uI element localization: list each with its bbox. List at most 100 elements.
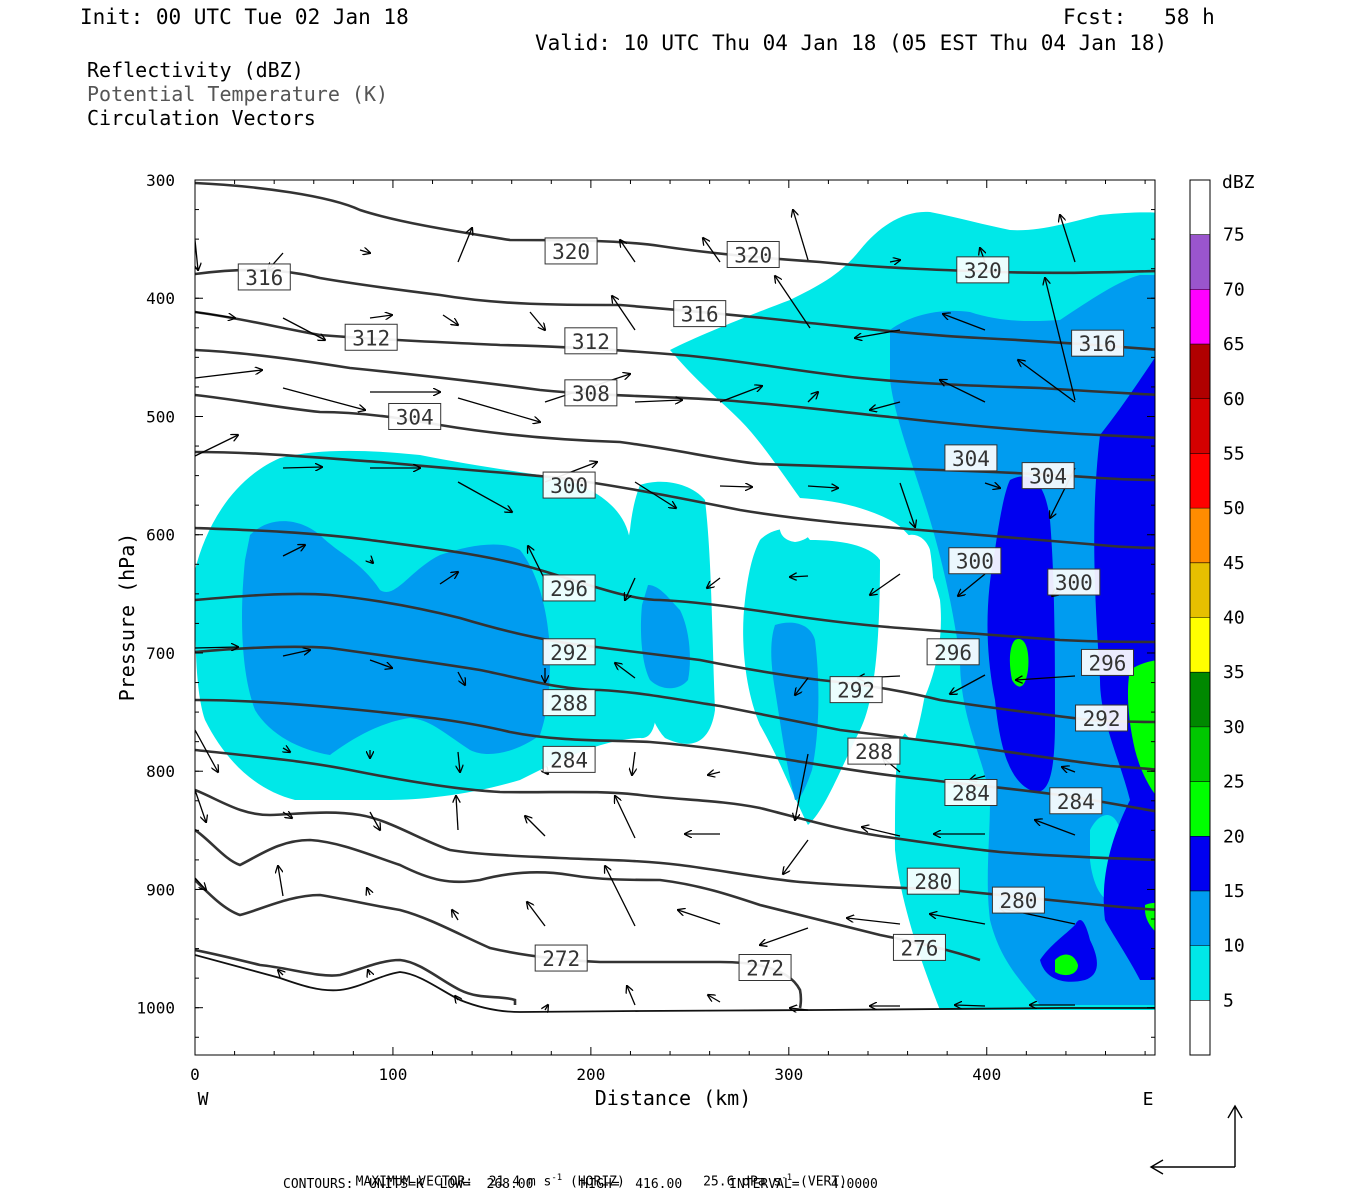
circulation-vector: [369, 811, 380, 830]
refl-10-col-b: [771, 622, 819, 800]
theta-label: 300: [956, 550, 994, 574]
circulation-vector: [529, 311, 545, 330]
theta-label: 320: [964, 259, 1002, 283]
theta-label: 292: [1083, 707, 1121, 731]
theta-label-box: [564, 327, 618, 355]
circulation-vector: [195, 647, 238, 648]
init-time: Init: 00 UTC Tue 02 Jan 18: [80, 5, 409, 29]
theta-label: 280: [914, 870, 952, 894]
theta-label: 300: [550, 474, 588, 498]
field-vectors: Circulation Vectors: [87, 106, 316, 130]
theta-line-284: [195, 698, 1155, 813]
circulation-vector: [545, 1005, 548, 1010]
theta-label: 304: [1029, 465, 1067, 489]
colorbar-swatch: [1190, 836, 1210, 891]
circulation-vector: [452, 910, 458, 921]
theta-label-box: [344, 323, 398, 351]
colorbar-swatch: [1190, 945, 1210, 1001]
colorbar-swatch: [1190, 726, 1210, 782]
reference-vector-icon: [1149, 1104, 1243, 1175]
horiz-tag: (HORIZ): [570, 1174, 625, 1190]
colorbar-swatch: [1190, 672, 1210, 727]
theta-label-box: [544, 237, 598, 265]
circulation-vector: [775, 276, 811, 329]
theta-label: 312: [352, 326, 390, 350]
circulation-vector: [795, 753, 809, 820]
colorbar-swatch: [1190, 781, 1210, 837]
theta-line-288: [195, 645, 1155, 771]
theta-label-box: [542, 745, 596, 773]
contour-info: CONTOURS: UNITS=K LOW= 268.00 HIGH= 416.…: [283, 1177, 878, 1192]
theta-line-surface: [195, 948, 517, 1005]
theta-label: 284: [952, 782, 990, 806]
colorbar-swatch: [1190, 398, 1210, 454]
circulation-vector: [627, 986, 636, 1006]
circulation-vector: [862, 827, 901, 837]
theta-label: 288: [855, 740, 893, 764]
theta-line-268: [195, 879, 803, 1009]
theta-label: 312: [572, 330, 610, 354]
theta-label-box: [237, 263, 291, 291]
circulation-vector: [1062, 767, 1076, 772]
theta-label-box: [991, 886, 1045, 914]
circulation-vector: [615, 663, 636, 679]
circulation-vector: [528, 546, 546, 581]
theta-label: 296: [1089, 651, 1127, 675]
x-tick-label: 100: [378, 1065, 407, 1084]
x-tick-labels: 0 100 200 300 400: [190, 1065, 1001, 1084]
theta-label: 296: [934, 641, 972, 665]
theta-label: 316: [681, 303, 719, 327]
theta-label: 316: [1079, 332, 1117, 356]
circulation-vector: [870, 573, 901, 595]
circulation-vector: [943, 314, 986, 331]
colorbar-label: 65: [1223, 334, 1245, 355]
theta-label-box: [542, 471, 596, 499]
theta-label: 284: [1057, 790, 1095, 814]
theta-label: 296: [550, 577, 588, 601]
colorbar-label: 75: [1223, 225, 1245, 246]
circulation-vector: [708, 995, 721, 1003]
x-tick-label: 300: [774, 1065, 803, 1084]
circulation-vector: [955, 1005, 986, 1006]
refl-15-south-blob: [1040, 920, 1097, 982]
circulation-vector: [282, 812, 292, 818]
circulation-vector: [368, 970, 370, 975]
theta-label-box: [673, 300, 727, 328]
colorbar-swatch: [1190, 344, 1210, 399]
circulation-vector: [790, 1008, 809, 1010]
theta-label-box: [1080, 648, 1134, 676]
x-axis-label: Distance (km): [595, 1086, 752, 1110]
circulation-vector: [195, 435, 238, 457]
x-end-label-east: E: [1143, 1089, 1154, 1110]
circulation-vector: [195, 729, 218, 772]
theta-label: 304: [396, 405, 434, 429]
circulation-vector: [457, 228, 472, 263]
circulation-vector: [458, 751, 460, 772]
circulation-vector: [282, 467, 322, 468]
theta-label-box: [542, 689, 596, 717]
circulation-vector: [707, 577, 721, 588]
circulation-vector: [899, 482, 915, 527]
colorbar-label: 5: [1223, 990, 1234, 1011]
y-tick-labels: 300 400 500 600 700 800 900 1000: [136, 171, 175, 1018]
theta-label: 300: [1055, 571, 1093, 595]
y-tick-label: 500: [146, 407, 175, 426]
field-reflectivity: Reflectivity (dBZ): [87, 58, 304, 82]
y-tick-label: 1000: [136, 999, 175, 1018]
theta-label-box: [564, 379, 618, 407]
circulation-vector: [1035, 820, 1076, 836]
x-tick-label: 0: [190, 1065, 200, 1084]
theta-label: 292: [550, 641, 588, 665]
theta-label-box: [1021, 462, 1075, 490]
theta-label-box: [388, 402, 442, 430]
theta-label: 284: [550, 748, 588, 772]
circulation-vector: [760, 927, 809, 945]
circulation-vector: [634, 481, 676, 508]
theta-label: 316: [245, 266, 283, 290]
colorbar-label: 15: [1223, 881, 1245, 902]
y-tick-label: 800: [146, 762, 175, 781]
theta-line-300: [195, 450, 1155, 550]
axis-ticks: [194, 179, 1155, 1055]
circulation-vector: [278, 866, 284, 897]
circulation-vector: [807, 486, 838, 488]
